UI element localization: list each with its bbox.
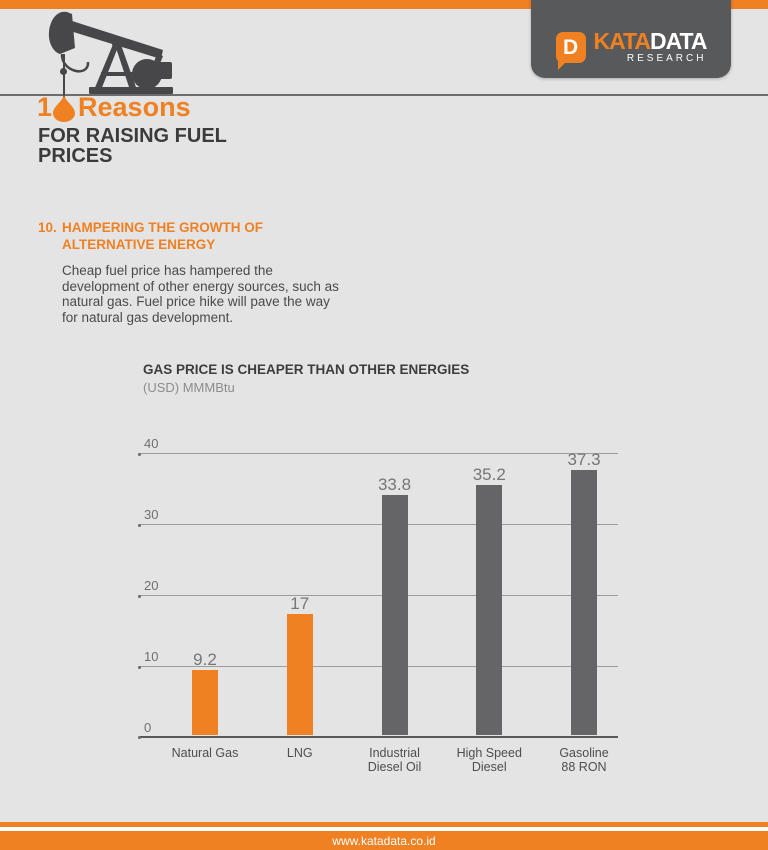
- footer-white-stripe: [0, 827, 768, 831]
- bar-3: [476, 485, 503, 735]
- x-category-label: High Speed Diesel: [456, 746, 522, 774]
- title-number: 1: [37, 92, 53, 122]
- section-heading-line2: ALTERNATIVE ENERGY: [62, 237, 216, 252]
- brand-kata: KATA: [593, 28, 651, 54]
- gridline: [138, 453, 618, 456]
- gridline: [138, 666, 618, 669]
- section-body-text: Cheap fuel price has hampered the develo…: [62, 263, 339, 325]
- y-tick-label: 10: [144, 649, 159, 664]
- y-tick-label: 30: [144, 507, 159, 522]
- bar-4: [571, 470, 597, 735]
- gridline: [138, 595, 618, 598]
- bar-1: [286, 614, 313, 735]
- bar-value-label: 35.2: [472, 465, 506, 485]
- d-icon-letter: D: [562, 35, 579, 59]
- chart-unit-subtitle: (USD) MMMBtu: [143, 380, 235, 395]
- footer-url-link[interactable]: www.katadata.co.id: [332, 833, 436, 848]
- gridline: [138, 524, 618, 527]
- x-axis-line: [138, 736, 618, 739]
- katadata-d-icon: D: [555, 31, 586, 70]
- brand-wordmark: KATADATA: [593, 28, 708, 54]
- chart-title: GAS PRICE IS CHEAPER THAN OTHER ENERGIES: [143, 362, 470, 377]
- y-tick-label: 0: [144, 720, 152, 735]
- bar-0: [192, 669, 218, 735]
- header-divider-line: [0, 94, 768, 96]
- bar-value-label: 33.8: [377, 475, 412, 495]
- y-tick-label: 40: [144, 436, 159, 451]
- plot-area: 0 10 20 30 40 9.2 Natural Gas 17 LNG 33.8 Industri…: [138, 436, 618, 774]
- x-category-label: Gasoline 88 RON: [559, 746, 609, 774]
- page-subtitle: FOR RAISING FUEL PRICES: [38, 125, 227, 167]
- bar-value-label: 9.2: [193, 649, 217, 669]
- section-heading-line1: HAMPERING THE GROWTH OF: [62, 220, 263, 235]
- katadata-logo: D KATADATA RESEARCH: [531, 0, 731, 78]
- pump-rod-line: [63, 54, 65, 99]
- pump-rod-joint: [60, 68, 67, 75]
- x-category-label: LNG: [286, 746, 313, 760]
- bar-2: [381, 495, 408, 735]
- page-title: 1 Reasons: [37, 92, 191, 122]
- oil-pump-jack-icon: [48, 11, 173, 94]
- top-accent-bar: [0, 0, 768, 9]
- x-category-label: Natural Gas: [171, 746, 239, 760]
- bar-value-label: 17: [290, 594, 310, 614]
- oil-drop-icon: [53, 95, 76, 122]
- y-tick-label: 20: [144, 578, 159, 593]
- section-number: 10.: [38, 220, 57, 235]
- bar-value-label: 37.3: [567, 450, 601, 470]
- footer-accent-stripe: [0, 822, 768, 827]
- x-category-label: Industrial Diesel Oil: [367, 746, 422, 774]
- title-word: Reasons: [78, 92, 191, 122]
- brand-data: DATA: [650, 28, 707, 54]
- section-heading: 10. HAMPERING THE GROWTH OF ALTERNATIVE …: [38, 219, 263, 253]
- footer-bar: www.katadata.co.id: [0, 831, 768, 850]
- brand-research-label: RESEARCH: [626, 53, 707, 64]
